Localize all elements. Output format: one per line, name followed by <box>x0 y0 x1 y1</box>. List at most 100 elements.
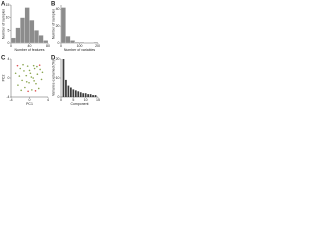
bar <box>67 85 70 97</box>
point <box>33 67 36 70</box>
bar <box>65 36 71 44</box>
y-tick-label: 10 <box>56 76 60 80</box>
point <box>19 67 22 70</box>
point <box>28 81 30 84</box>
point <box>39 68 41 71</box>
x-axis-label: PC1 <box>26 102 33 106</box>
point <box>20 89 22 92</box>
y-axis-label: Number of samples <box>51 9 55 40</box>
bar <box>15 27 21 44</box>
point <box>17 84 19 86</box>
bar <box>43 40 49 44</box>
y-tick-label: 0 <box>58 41 60 45</box>
point <box>40 78 43 81</box>
bar <box>89 94 92 97</box>
point <box>23 70 25 72</box>
point <box>41 71 44 74</box>
bar <box>20 17 25 44</box>
y-tick-label: 0 <box>8 41 10 45</box>
point <box>21 79 23 82</box>
y-tick-label: 5 <box>8 28 10 32</box>
page: A 0 40 80 0 5 10 15 Number of features Number of … <box>0 0 320 108</box>
point <box>31 89 33 91</box>
x-axis-label: Component <box>70 102 88 106</box>
y-tick-label: 20 <box>56 57 60 61</box>
bar <box>94 95 97 97</box>
bar <box>84 93 87 97</box>
y-tick-label: 40 <box>56 7 60 11</box>
point <box>28 69 31 72</box>
x-tick-label: 0 <box>29 98 31 102</box>
bar <box>82 93 85 97</box>
y-tick-label: 10 <box>6 16 10 20</box>
bar <box>79 42 85 44</box>
panel-label: C <box>1 56 6 62</box>
bar <box>72 89 75 97</box>
y-tick-label: 15 <box>6 3 10 7</box>
y-axis-label: Variance explained (%) <box>51 60 55 96</box>
bar <box>29 20 35 44</box>
x-tick-label: -4 <box>9 98 12 102</box>
x-tick-label: 15 <box>96 98 100 102</box>
x-tick-label: 0 <box>10 44 12 48</box>
point <box>29 72 32 75</box>
x-tick-label: 5 <box>72 98 74 102</box>
bar <box>34 30 39 44</box>
x-tick-label: 4 <box>47 98 49 102</box>
bar <box>74 90 77 97</box>
point <box>34 90 37 92</box>
point <box>14 72 17 75</box>
bar <box>77 91 80 97</box>
point <box>16 64 19 67</box>
bar <box>74 42 80 44</box>
point <box>26 65 29 67</box>
bar <box>87 94 89 97</box>
bar <box>70 87 72 97</box>
y-axis-label: Number of samples <box>1 9 5 40</box>
x-tick-label: 0 <box>60 98 62 102</box>
bar <box>92 95 94 97</box>
point <box>30 76 33 78</box>
point <box>36 73 39 75</box>
point <box>37 87 40 90</box>
y-tick-label: 0 <box>8 76 10 80</box>
point <box>38 64 41 66</box>
y-tick-label: 4 <box>8 57 10 61</box>
panel-label: D <box>51 56 56 62</box>
y-axis-label: PC2 <box>1 75 5 82</box>
bar <box>24 7 30 44</box>
point <box>32 64 35 67</box>
point <box>36 65 38 68</box>
panel-label: B <box>51 2 56 8</box>
panel-label: A <box>1 2 6 8</box>
point <box>33 80 35 82</box>
y-tick-label: -4 <box>6 95 9 99</box>
point <box>25 81 28 83</box>
bar <box>79 92 82 97</box>
x-tick-label: 0 <box>60 44 62 48</box>
x-tick-label: 200 <box>95 44 100 48</box>
point <box>35 82 37 85</box>
bar <box>10 37 16 44</box>
y-tick-label: 0 <box>58 95 60 99</box>
x-axis-label: Number of features <box>15 48 45 52</box>
bar <box>60 7 66 44</box>
point <box>32 77 34 79</box>
x-axis-label: Number of variables <box>64 48 96 52</box>
point <box>24 86 26 89</box>
y-tick-label: 20 <box>56 24 60 28</box>
bar <box>38 35 44 44</box>
x-tick-label: 100 <box>77 44 83 48</box>
point <box>18 75 21 77</box>
bar <box>70 40 75 44</box>
x-tick-label: 10 <box>84 98 88 102</box>
x-tick-label: 40 <box>28 44 32 48</box>
bar <box>93 42 99 44</box>
point <box>27 90 29 93</box>
point <box>25 74 28 77</box>
point <box>22 63 24 66</box>
bar <box>65 79 67 97</box>
bar <box>62 59 65 97</box>
x-tick-label: 80 <box>46 44 50 48</box>
